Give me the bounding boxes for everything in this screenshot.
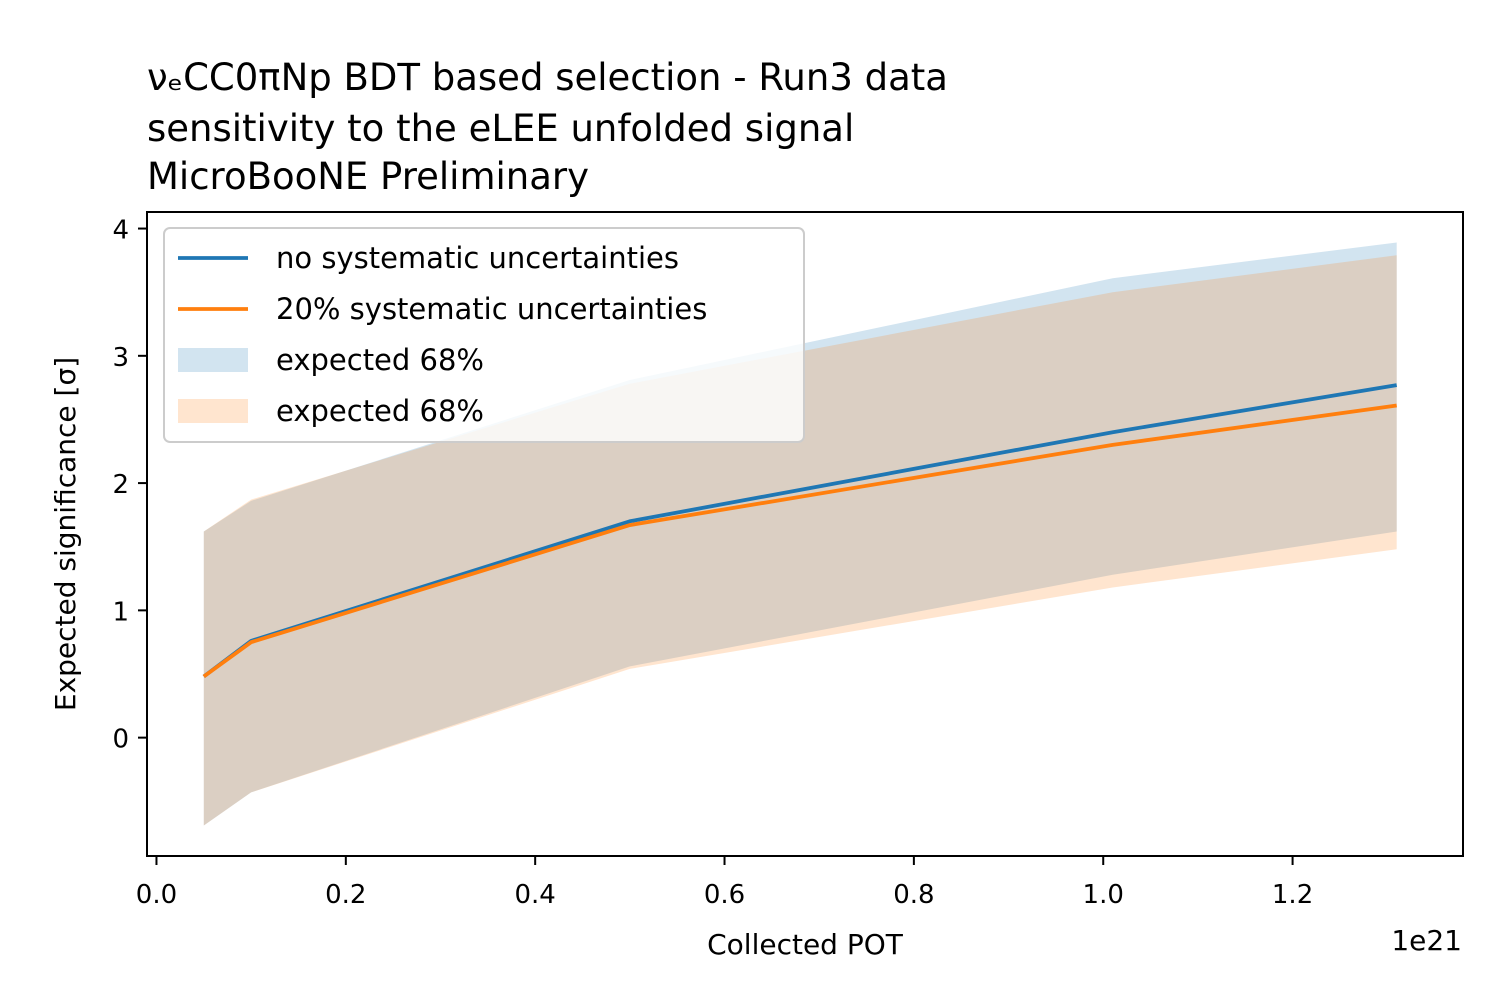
x-tick-label: 1.0 bbox=[1083, 880, 1124, 910]
x-axis-label: Collected POT bbox=[707, 928, 904, 961]
confidence-bands bbox=[203, 242, 1397, 826]
legend: no systematic uncertainties 20% systemati… bbox=[163, 227, 805, 443]
legend-label: expected 68% bbox=[276, 343, 484, 377]
y-tick-label: 0 bbox=[112, 725, 129, 755]
y-tick-label: 4 bbox=[112, 216, 129, 246]
series-line-2 bbox=[202, 403, 1397, 679]
y-axis-label: Expected significance [σ] bbox=[49, 357, 82, 711]
x-tick-label: 0.6 bbox=[704, 880, 745, 910]
chart-title: νₑCC0πNp BDT based selection - Run3 data… bbox=[147, 56, 948, 198]
y-tick-label: 3 bbox=[112, 343, 129, 373]
legend-patch-swatch bbox=[178, 399, 248, 423]
axes-frame bbox=[146, 211, 1464, 857]
x-tick-label: 0.8 bbox=[893, 880, 934, 910]
title-line-3: MicroBooNE Preliminary bbox=[147, 155, 589, 198]
legend-label: no systematic uncertainties bbox=[276, 241, 679, 275]
band-2 bbox=[203, 255, 1397, 826]
legend-patch-swatch bbox=[178, 348, 248, 372]
legend-label: expected 68% bbox=[276, 394, 484, 428]
x-axis-offset-label: 1e21 bbox=[1391, 924, 1462, 957]
y-tick-label: 2 bbox=[112, 470, 129, 500]
legend-box bbox=[163, 227, 805, 443]
x-tick-label: 0.2 bbox=[325, 880, 366, 910]
title-line-2: sensitivity to the eLEE unfolded signal bbox=[147, 107, 854, 150]
series-lines bbox=[202, 383, 1398, 679]
x-tick-label: 1.2 bbox=[1272, 880, 1313, 910]
x-tick-label: 0.0 bbox=[136, 880, 177, 910]
plot-area bbox=[202, 242, 1398, 826]
y-axis-ticks: 0 1 2 3 4 bbox=[112, 216, 147, 755]
x-tick-label: 0.4 bbox=[514, 880, 555, 910]
x-axis-ticks: 0.0 0.2 0.4 0.6 0.8 1.0 1.2 bbox=[136, 856, 1313, 910]
legend-label: 20% systematic uncertainties bbox=[276, 292, 707, 326]
y-tick-label: 1 bbox=[112, 597, 129, 627]
title-line-1: νₑCC0πNp BDT based selection - Run3 data bbox=[147, 56, 948, 99]
band-1 bbox=[203, 242, 1397, 826]
